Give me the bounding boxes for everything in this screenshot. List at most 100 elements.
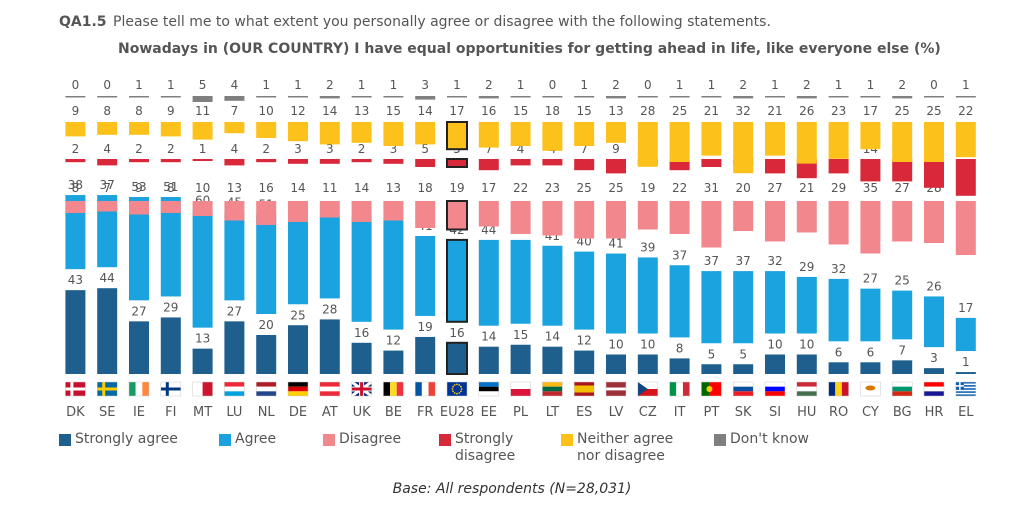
flag-cy-island xyxy=(865,385,876,391)
value-neither-agree-nor-disagree-de: 12 xyxy=(290,104,305,118)
bar-strongly-agree-de xyxy=(288,325,308,374)
flag-se-cross-h xyxy=(97,387,118,391)
bar-don-t-know-sk xyxy=(733,96,754,99)
value-neither-agree-nor-disagree-ro: 23 xyxy=(831,104,846,118)
bar-disagree-ro xyxy=(828,201,849,245)
flag-ie xyxy=(129,382,136,396)
value-disagree-mt: 10 xyxy=(195,181,210,195)
bar-don-t-know-ee xyxy=(478,96,499,99)
stacked-bar-chart: 43388290DK44377480SE27539281IE29518291FI… xyxy=(65,78,977,420)
legend-item-agree: Agree xyxy=(219,431,355,448)
bar-agree-fr xyxy=(415,236,436,316)
bar-strongly-agree-se xyxy=(97,288,118,374)
bar-strongly-agree-at xyxy=(319,319,340,374)
bar-strongly-agree-cz xyxy=(637,354,658,374)
flag-eu28-star xyxy=(452,385,454,388)
value-agree-cz: 39 xyxy=(640,240,655,254)
bar-agree-sk xyxy=(733,271,754,344)
value-disagree-pl: 22 xyxy=(513,181,528,195)
flag-fi-border xyxy=(160,381,182,397)
value-disagree-sk: 20 xyxy=(736,181,751,195)
bar-don-t-know-pl xyxy=(510,96,531,98)
flag-el-stripe xyxy=(955,389,976,392)
value-strongly-disagree-mt: 1 xyxy=(199,142,207,156)
flag-ie-mid xyxy=(135,382,143,396)
bar-don-t-know-fi xyxy=(160,96,181,98)
value-neither-agree-nor-disagree-es: 15 xyxy=(577,104,592,118)
bar-disagree-pt xyxy=(701,201,722,248)
bar-strongly-agree-fr xyxy=(415,336,436,374)
bar-strongly-disagree-at xyxy=(319,159,340,164)
value-strongly-agree-ee: 14 xyxy=(481,330,496,344)
flag-cz-triangle xyxy=(637,382,648,396)
value-don-t-know-sk: 2 xyxy=(739,78,747,92)
bar-neither-agree-nor-disagree-es xyxy=(574,122,595,146)
bar-disagree-mt xyxy=(192,201,213,216)
value-disagree-uk: 14 xyxy=(354,181,369,195)
bar-disagree-dk xyxy=(65,201,86,213)
value-don-t-know-ro: 1 xyxy=(835,78,843,92)
flag-nl-mid xyxy=(256,386,277,392)
bar-strongly-agree-bg xyxy=(892,360,913,374)
bar-neither-agree-nor-disagree-fi xyxy=(160,122,181,137)
flag-el-stripe xyxy=(955,392,976,395)
value-disagree-si: 27 xyxy=(767,181,782,195)
flag-eu28-star xyxy=(456,392,458,395)
value-don-t-know-cz: 0 xyxy=(644,78,652,92)
country-label-it: IT xyxy=(674,405,686,420)
value-neither-agree-nor-disagree-sk: 32 xyxy=(736,104,751,118)
bar-don-t-know-lt xyxy=(542,96,563,98)
value-strongly-agree-sk: 5 xyxy=(739,347,747,361)
flag-se-border xyxy=(96,381,118,397)
bar-strongly-agree-cy xyxy=(860,362,881,374)
value-disagree-cy: 35 xyxy=(863,181,878,195)
bar-agree-at xyxy=(319,216,340,299)
bar-agree-lv xyxy=(606,253,626,334)
value-strongly-disagree-de: 3 xyxy=(294,142,302,156)
value-strongly-disagree-dk: 2 xyxy=(72,142,80,156)
value-strongly-disagree-uk: 2 xyxy=(358,142,366,156)
flag-ee-bottom xyxy=(478,391,499,396)
bar-don-t-know-hu xyxy=(796,96,817,99)
flag-lt-border xyxy=(542,381,563,397)
value-agree-cy: 27 xyxy=(863,272,878,286)
value-disagree-nl: 16 xyxy=(259,181,274,195)
bar-don-t-know-es xyxy=(574,96,595,98)
bar-strongly-disagree-dk xyxy=(65,159,86,163)
flag-lt xyxy=(542,382,563,387)
value-disagree-lv: 25 xyxy=(608,181,623,195)
bar-neither-agree-nor-disagree-ee xyxy=(478,122,499,148)
value-neither-agree-nor-disagree-lv: 13 xyxy=(608,104,623,118)
bar-strongly-agree-uk xyxy=(351,342,372,374)
bar-strongly-disagree-ee xyxy=(478,159,499,171)
legend-swatch-strongly-disagree xyxy=(439,434,451,446)
value-disagree-cz: 19 xyxy=(640,181,655,195)
country-label-cz: CZ xyxy=(639,405,657,420)
value-don-t-know-it: 1 xyxy=(676,78,684,92)
flag-cz xyxy=(637,382,658,389)
bar-disagree-at xyxy=(319,201,340,218)
legend-item-disagree: Disagree xyxy=(323,431,459,448)
flag-ee-mid xyxy=(478,386,499,392)
flag-at xyxy=(319,382,340,387)
bar-agree-mt xyxy=(192,210,213,328)
bar-neither-agree-nor-disagree-el xyxy=(955,122,976,158)
value-neither-agree-nor-disagree-dk: 9 xyxy=(72,104,80,118)
bar-neither-agree-nor-disagree-dk xyxy=(65,122,86,137)
value-neither-agree-nor-disagree-ee: 16 xyxy=(481,104,496,118)
flag-sk-border xyxy=(732,381,754,397)
value-agree-el: 17 xyxy=(958,301,973,315)
flag-eu28-star xyxy=(453,392,456,394)
bar-neither-agree-nor-disagree-hu xyxy=(796,122,817,164)
value-agree-ro: 32 xyxy=(831,262,846,276)
bar-agree-hr xyxy=(924,296,944,348)
value-don-t-know-el: 1 xyxy=(962,78,970,92)
flag-bg-mid xyxy=(892,386,913,392)
bar-strongly-disagree-it xyxy=(669,159,690,171)
value-neither-agree-nor-disagree-at: 14 xyxy=(322,104,337,118)
flag-ie-right xyxy=(142,382,149,396)
country-label-at: AT xyxy=(322,405,338,420)
bar-agree-ie xyxy=(129,197,149,301)
bar-strongly-agree-eu28 xyxy=(446,341,468,375)
bar-neither-agree-nor-disagree-fr xyxy=(415,122,436,145)
